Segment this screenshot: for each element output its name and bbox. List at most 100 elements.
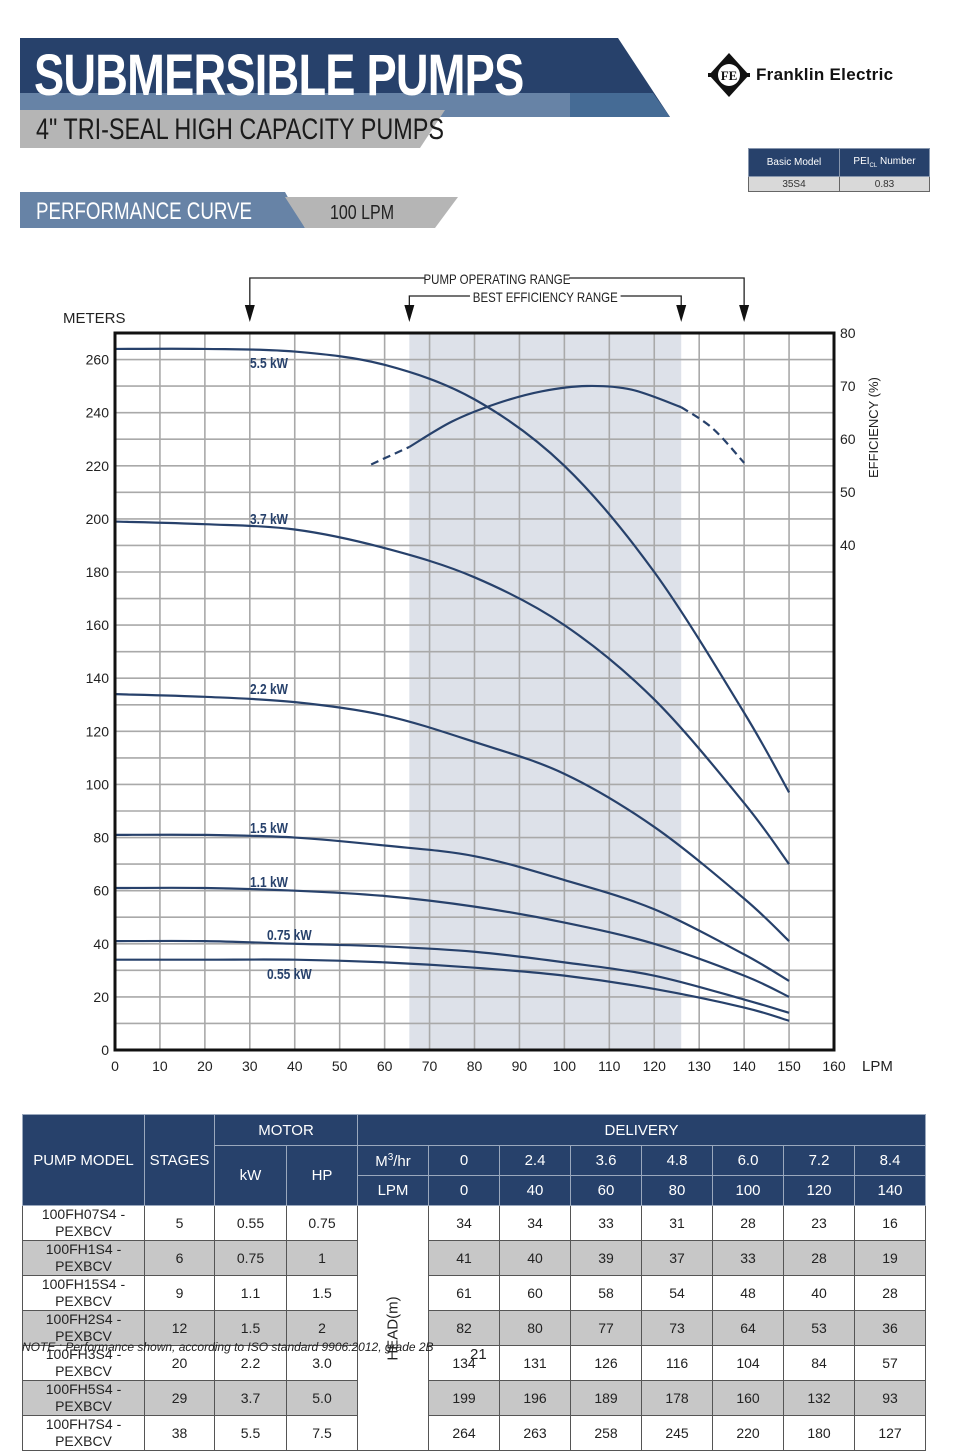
x-tick: 40 xyxy=(287,1058,303,1074)
head-value-cell: 57 xyxy=(854,1345,926,1381)
y-tick: 100 xyxy=(86,776,110,792)
pump-model-cell: 100FH15S4 - PEXBCV xyxy=(22,1275,145,1311)
kw-cell: 1.1 xyxy=(214,1275,287,1311)
x-tick: 10 xyxy=(152,1058,168,1074)
head-value-cell: 33 xyxy=(712,1240,784,1276)
head-value-cell: 39 xyxy=(570,1240,642,1276)
x-tick: 30 xyxy=(242,1058,258,1074)
stages-cell: 9 xyxy=(144,1275,215,1311)
y2-tick: 40 xyxy=(840,537,856,553)
efficiency-solid xyxy=(408,384,682,448)
head-value-cell: 127 xyxy=(854,1415,926,1451)
curve-label: 0.75 kW xyxy=(267,927,312,944)
curve-labels: 5.5 kW 3.7 kW 2.2 kW 1.5 kW 1.1 kW 0.75 kW 0.5… xyxy=(250,355,312,983)
head-value-cell: 36 xyxy=(854,1310,926,1346)
y-tick: 220 xyxy=(86,458,110,474)
head-value-cell: 160 xyxy=(712,1380,784,1416)
header-hp: HP xyxy=(286,1145,358,1206)
curve-label: 1.5 kW xyxy=(250,820,288,837)
head-curves xyxy=(114,347,791,1022)
kw-cell: 3.7 xyxy=(214,1380,287,1416)
table-row: 100FH1S4 - PEXBCV 6 0.75 1 41 40 39 37 33 28 19 xyxy=(22,1240,926,1276)
plot-frame xyxy=(113,331,836,1052)
range-annotations: PUMP OPERATING RANGE BEST EFFICIENCY RANG… xyxy=(244,271,750,322)
y2-tick: 50 xyxy=(840,484,856,500)
hp-cell: 7.5 xyxy=(286,1415,358,1451)
x-tick: 130 xyxy=(688,1058,712,1074)
hp-cell: 1.5 xyxy=(286,1275,358,1311)
header-m3hr-value: 6.0 xyxy=(712,1145,784,1176)
x-tick: 100 xyxy=(553,1058,577,1074)
curve-label: 2.2 kW xyxy=(250,681,288,698)
pump-model-cell: 100FH2S4 - PEXBCV xyxy=(22,1310,145,1346)
x-tick: 0 xyxy=(111,1058,119,1074)
x-tick: 110 xyxy=(598,1058,621,1074)
page-number: 21 xyxy=(470,1346,487,1363)
header-lpm-value: 0 xyxy=(428,1175,500,1206)
pei-table: Basic Model PEICL Number 35S4 0.83 xyxy=(748,148,930,192)
pei-header-basic-model: Basic Model xyxy=(748,148,840,177)
hp-cell: 5.0 xyxy=(286,1380,358,1416)
head-value-cell: 196 xyxy=(499,1380,571,1416)
x-axis-ticks: 0 10 20 30 40 50 60 70 80 90 100 110 120 130 140 150 160 xyxy=(111,1058,846,1074)
section-flow: 100 LPM xyxy=(330,202,395,224)
hp-cell: 2 xyxy=(286,1310,358,1346)
stages-cell: 38 xyxy=(144,1415,215,1451)
head-value-cell: 23 xyxy=(783,1205,855,1241)
kw-cell: 1.5 xyxy=(214,1310,287,1346)
head-value-cell: 116 xyxy=(641,1345,713,1381)
header-m3hr-value: 7.2 xyxy=(783,1145,855,1176)
y-tick: 20 xyxy=(93,989,109,1005)
x-tick: 70 xyxy=(422,1058,438,1074)
x-tick: 90 xyxy=(512,1058,528,1074)
head-curve xyxy=(115,958,790,1022)
brand-name: Franklin Electric xyxy=(756,65,894,84)
header-m3hr-value: 2.4 xyxy=(499,1145,571,1176)
m3hr-sup: 3 xyxy=(387,1151,394,1163)
head-value-cell: 180 xyxy=(783,1415,855,1451)
table-row: 100FH5S4 - PEXBCV 29 3.7 5.0 199 196 189 178 160… xyxy=(22,1380,926,1416)
x-tick: 50 xyxy=(332,1058,348,1074)
section-band xyxy=(20,192,305,228)
y-tick: 40 xyxy=(93,936,109,952)
head-value-cell: 33 xyxy=(570,1205,642,1241)
x-axis-label: LPM xyxy=(862,1058,893,1075)
head-unit-cell: HEAD(m) xyxy=(357,1205,429,1451)
head-value-cell: 31 xyxy=(641,1205,713,1241)
efficiency-dashed-right xyxy=(680,406,745,464)
curve-label: 3.7 kW xyxy=(250,511,288,528)
header-lpm-value: 40 xyxy=(499,1175,571,1206)
header-motor: MOTOR xyxy=(214,1114,358,1146)
y2-axis-label: EFFICIENCY (%) xyxy=(866,377,881,478)
head-value-cell: 28 xyxy=(854,1275,926,1311)
pump-data-table: PUMP MODEL STAGES MOTOR DELIVERY kW HP M… xyxy=(22,1114,926,1451)
y-axis-ticks: 0 20 40 60 80 100 120 140 160 180 200 220 240 260 xyxy=(86,352,110,1058)
head-value-cell: 189 xyxy=(570,1380,642,1416)
hp-cell: 0.75 xyxy=(286,1205,358,1241)
header-lpm-value: 80 xyxy=(641,1175,713,1206)
head-value-cell: 258 xyxy=(570,1415,642,1451)
pei-header-pei-number: PEICL Number xyxy=(839,148,930,177)
head-value-cell: 80 xyxy=(499,1310,571,1346)
header-delivery: DELIVERY xyxy=(357,1114,926,1146)
brand-logo: FE Franklin Electric xyxy=(708,52,893,98)
head-value-cell: 37 xyxy=(641,1240,713,1276)
head-value-cell: 53 xyxy=(783,1310,855,1346)
head-curve xyxy=(114,833,790,982)
arrow-down-icon xyxy=(739,305,750,322)
header-m3hr-value: 8.4 xyxy=(854,1145,926,1176)
head-value-cell: 40 xyxy=(499,1240,571,1276)
head-value-cell: 64 xyxy=(712,1310,784,1346)
stages-cell: 29 xyxy=(144,1380,215,1416)
head-value-cell: 77 xyxy=(570,1310,642,1346)
y-tick: 0 xyxy=(101,1042,109,1058)
head-value-cell: 58 xyxy=(570,1275,642,1311)
page-subtitle: 4" TRI-SEAL HIGH CAPACITY PUMPS xyxy=(36,113,444,146)
head-value-cell: 104 xyxy=(712,1345,784,1381)
m3hr-label: M xyxy=(375,1152,388,1170)
head-curve xyxy=(114,693,790,942)
x-tick: 160 xyxy=(822,1058,846,1074)
stages-cell: 5 xyxy=(144,1205,215,1241)
head-curve xyxy=(114,886,790,998)
best-efficiency-range-label: BEST EFFICIENCY RANGE xyxy=(473,289,618,305)
